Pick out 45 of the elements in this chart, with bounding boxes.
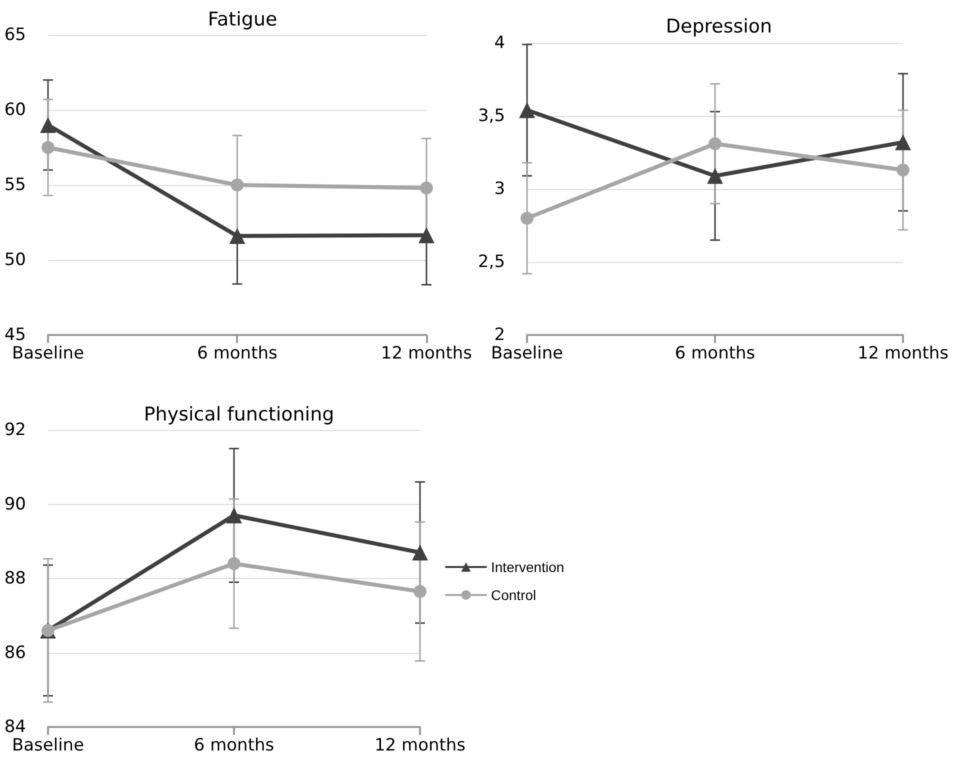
y-tick-label: 50: [4, 250, 26, 270]
legend-label: Intervention: [491, 559, 564, 575]
point: [519, 102, 536, 118]
point: [42, 141, 54, 154]
y-tick-label: 88: [4, 568, 26, 588]
y-tick-label: 86: [4, 642, 26, 663]
point: [412, 544, 428, 561]
legend-label: Control: [491, 587, 536, 603]
y-tick-label: 4: [494, 33, 506, 53]
chart-title: Physical functioning: [144, 404, 334, 426]
x-tick-label: 6 months: [197, 344, 278, 364]
point: [228, 557, 240, 570]
y-tick-label: 55: [4, 175, 26, 195]
x-tick-label: Baseline: [12, 344, 84, 364]
x-tick-label: 6 months: [194, 736, 274, 756]
point: [896, 164, 910, 177]
chart-title: Depression: [666, 16, 772, 38]
x-tick-label: Baseline: [12, 736, 84, 756]
y-tick-label: 3: [494, 179, 506, 199]
y-tick-label: 84: [4, 717, 26, 737]
point: [420, 182, 433, 194]
y-tick-label: 60: [4, 100, 26, 120]
y-tick-label: 90: [4, 494, 26, 514]
point: [40, 117, 56, 133]
point: [229, 228, 246, 244]
y-tick-label: 3,5: [478, 106, 506, 126]
y-tick-label: 2,5: [478, 252, 506, 272]
x-tick-label: 12 months: [857, 344, 949, 364]
y-tick-label: 2: [494, 325, 506, 345]
point: [895, 134, 911, 150]
point: [230, 178, 244, 192]
x-tick-label: 12 months: [380, 344, 472, 364]
chart-title: Fatigue: [208, 8, 278, 30]
x-tick-label: 6 months: [674, 344, 756, 364]
point: [520, 212, 534, 225]
point: [707, 168, 724, 184]
point: [226, 507, 242, 524]
x-tick-label: 12 months: [374, 736, 466, 756]
x-tick-label: Baseline: [490, 344, 564, 364]
point: [708, 137, 722, 150]
y-tick-label: 92: [4, 420, 26, 440]
point: [418, 227, 434, 244]
y-tick-label: 45: [4, 325, 26, 345]
y-tick-label: 65: [4, 25, 26, 45]
point: [414, 584, 426, 598]
